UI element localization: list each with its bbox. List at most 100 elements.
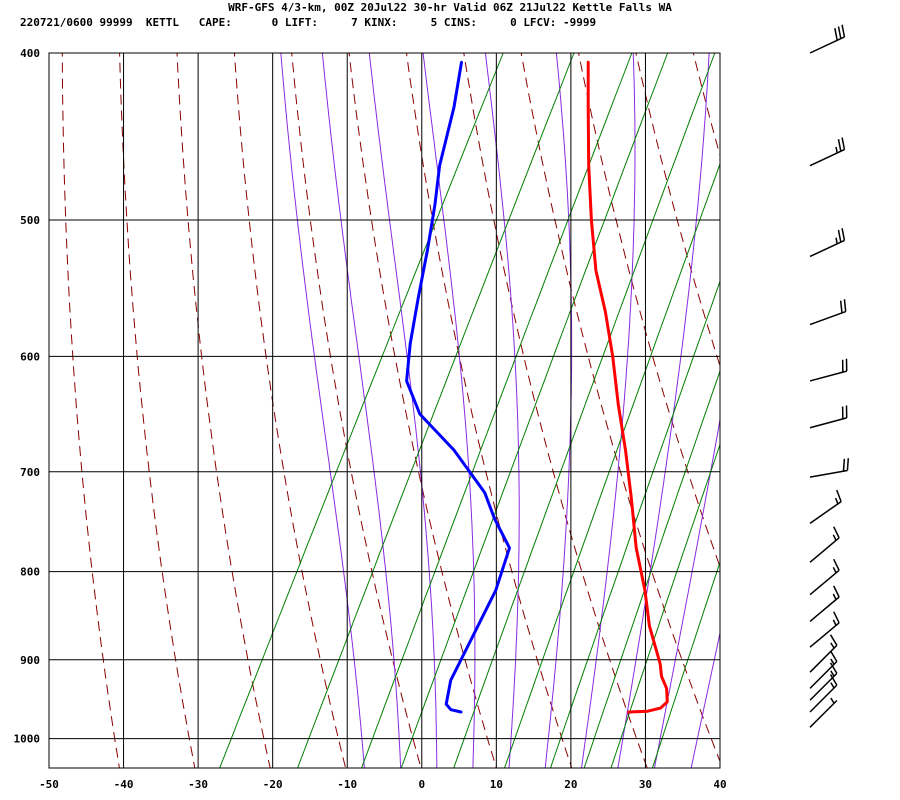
- wind-barb-half-feather: [830, 697, 835, 704]
- wind-barb-shaft: [809, 469, 848, 478]
- mixing-ratio-line: [361, 53, 633, 768]
- wind-barb-feather: [829, 634, 838, 646]
- wind-barb-feather: [843, 299, 847, 312]
- wind-barb-feather: [833, 558, 840, 571]
- wind-barb-half-feather: [832, 534, 837, 541]
- wind-barb-feather: [841, 228, 846, 241]
- wind-barb: [809, 674, 838, 713]
- y-tick-label: 600: [20, 350, 40, 363]
- moist-adiabat-line: [653, 416, 720, 768]
- wind-barb: [809, 24, 846, 54]
- dry-adiabat-line: [348, 53, 497, 768]
- moist-adiabat-line: [280, 53, 365, 768]
- wind-barb-feather: [833, 526, 840, 539]
- dry-adiabat-line: [797, 15, 900, 783]
- y-tick-label: 1000: [14, 733, 41, 746]
- x-tick-label: 30: [639, 778, 652, 791]
- plot-frame: [48, 52, 721, 769]
- wind-barb-shaft: [809, 148, 845, 167]
- wind-barb-shaft: [809, 239, 845, 258]
- wind-barb-half-feather: [834, 497, 839, 505]
- x-tick-label: -20: [263, 778, 283, 791]
- dewpoint-profile-line: [405, 60, 511, 714]
- wind-barb: [809, 611, 840, 648]
- wind-barb-feather: [836, 489, 842, 502]
- wind-barb-feather: [834, 28, 838, 41]
- wind-barb-half-feather: [830, 682, 835, 689]
- wind-barb: [809, 299, 847, 326]
- mixing-ratio-line: [297, 53, 575, 768]
- y-tick-label: 500: [20, 214, 40, 227]
- wind-barb-feather: [829, 662, 838, 674]
- wind-barb-feather: [837, 139, 842, 152]
- x-tick-label: 0: [418, 778, 425, 791]
- wind-barb-shaft: [809, 699, 838, 728]
- moist-adiabat-line: [617, 53, 710, 768]
- wind-barb: [809, 697, 838, 728]
- temperature-profile-line: [586, 60, 669, 714]
- moist-adiabat-line: [422, 53, 476, 768]
- y-tick-label: 800: [20, 566, 40, 579]
- x-tick-label: -30: [188, 778, 208, 791]
- x-tick-label: -50: [39, 778, 59, 791]
- wind-barb: [809, 489, 842, 524]
- wind-barb: [809, 228, 846, 258]
- wind-barb: [809, 358, 848, 382]
- mixing-ratio-line: [549, 280, 720, 768]
- x-tick-label: -40: [114, 778, 134, 791]
- dry-adiabat-line: [463, 53, 648, 768]
- wind-barb-feather: [829, 674, 838, 686]
- background-lines: [4, 15, 900, 783]
- wind-barb-feather: [829, 650, 838, 662]
- dry-adiabat-line: [741, 15, 900, 783]
- wind-barb: [809, 405, 848, 429]
- dry-adiabat-line: [854, 15, 900, 783]
- moist-adiabat-line: [484, 53, 520, 768]
- wind-barb-half-feather: [830, 658, 835, 665]
- y-tick-label: 400: [20, 47, 40, 60]
- y-tick-label: 900: [20, 654, 40, 667]
- mixing-ratio-line: [651, 560, 720, 768]
- wind-barb-feather: [839, 300, 843, 314]
- wind-barb-half-feather: [835, 237, 838, 244]
- chart-title: WRF-GFS 4/3-km, 00Z 20Jul22 30-hr Valid …: [228, 1, 672, 14]
- moist-adiabat-line: [580, 53, 636, 768]
- wind-barb-feather: [846, 458, 850, 471]
- wind-barb-half-feather: [832, 566, 837, 574]
- wind-barb-half-feather: [832, 619, 837, 626]
- wind-barb-shaft: [809, 684, 838, 713]
- wind-barb-feather: [833, 585, 840, 598]
- wind-barb: [809, 458, 850, 478]
- moist-adiabat-line: [321, 53, 402, 768]
- wind-barb: [809, 558, 840, 596]
- dry-adiabat-line: [4, 15, 46, 783]
- wind-barb-shaft: [809, 36, 845, 54]
- x-tick-label: 20: [564, 778, 577, 791]
- dry-adiabat-line: [635, 53, 720, 368]
- wind-barb-shaft: [809, 500, 842, 524]
- mixing-ratio-line: [400, 53, 669, 768]
- wind-barb-shaft: [809, 622, 840, 648]
- dry-adiabat-line: [692, 53, 720, 158]
- mixing-ratio-line: [503, 162, 720, 768]
- mixing-ratio-line: [453, 53, 716, 768]
- dry-adiabat-line: [520, 53, 720, 763]
- dry-adiabat-line: [119, 53, 196, 768]
- wind-barb: [809, 650, 838, 689]
- wind-barb: [809, 137, 846, 167]
- moist-adiabat-line: [544, 53, 573, 768]
- mixing-ratio-line: [583, 369, 720, 768]
- wind-barb-half-feather: [832, 593, 837, 600]
- wind-barb-half-feather: [835, 146, 838, 154]
- wind-barb-half-feather: [830, 642, 835, 649]
- chart-subtitle: 220721/0600 99999 KETTL CAPE: 0 LIFT: 7 …: [20, 16, 596, 29]
- dry-adiabat-line: [233, 53, 347, 768]
- dry-adiabat-line: [176, 53, 271, 768]
- wind-barb-shaft: [809, 569, 840, 596]
- wind-barb-feather: [837, 229, 842, 243]
- dry-adiabat-line: [291, 53, 422, 768]
- wind-barbs: [809, 24, 850, 728]
- data-series: [405, 60, 669, 714]
- wind-barb-half-feather: [830, 670, 835, 677]
